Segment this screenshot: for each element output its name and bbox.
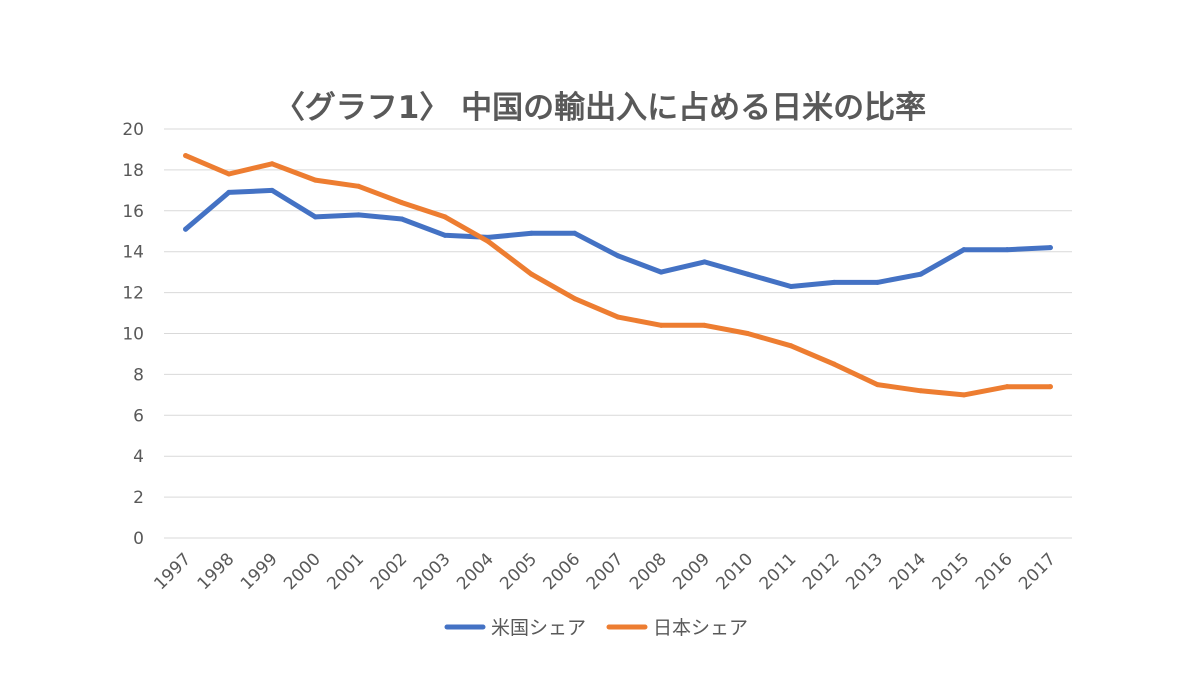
data-point [442,214,448,220]
y-tick-label: 4 [133,447,144,467]
x-tick-label: 1997 [150,549,195,594]
data-point [183,153,189,159]
data-point [961,392,967,398]
y-tick-label: 0 [133,529,144,549]
chart-title: 〈グラフ1〉 中国の輸出入に占める日米の比率 [274,90,926,126]
x-tick-label: 2010 [713,549,758,594]
data-point [658,322,664,328]
data-point [874,279,880,285]
y-tick-label: 6 [133,406,144,426]
y-tick-label: 2 [133,488,144,508]
data-point [399,216,405,222]
x-tick-label: 2005 [496,549,541,594]
data-point [701,259,707,265]
data-point [312,177,318,183]
data-point [745,271,751,277]
data-point [226,189,232,195]
data-point [226,171,232,177]
data-point [485,238,491,244]
data-point [874,382,880,388]
data-point [1004,247,1010,253]
data-point [961,247,967,253]
data-point [312,214,318,220]
x-tick-label: 2009 [669,549,714,594]
y-axis-ticks: 0 2 4 6 8 10 12 14 16 18 20 [122,120,144,549]
data-point [918,271,924,277]
legend: 米国シェア 日本シェア [444,617,748,639]
x-tick-label: 2016 [972,549,1017,594]
data-point [269,187,275,193]
x-tick-label: 2007 [583,549,628,594]
y-tick-label: 16 [122,202,144,222]
data-point [918,388,924,394]
data-point [831,361,837,367]
data-point [615,253,621,259]
x-tick-label: 2012 [799,549,844,594]
x-tick-label: 2002 [367,549,412,594]
data-point [745,331,751,336]
data-point [572,296,578,302]
x-tick-label: 2008 [626,549,671,594]
x-tick-label: 1998 [194,549,239,594]
x-tick-label: 2000 [280,549,325,594]
series-lines [183,153,1053,398]
legend-label-0: 米国シェア [491,617,586,639]
y-tick-label: 12 [122,284,144,304]
x-tick-label: 2017 [1015,549,1060,594]
x-tick-label: 2013 [842,549,887,594]
y-tick-label: 18 [122,161,144,181]
data-point [442,232,448,238]
x-tick-label: 2015 [929,549,974,594]
x-tick-label: 2014 [885,549,930,594]
x-tick-label: 2001 [323,549,368,594]
x-tick-label: 2011 [756,549,801,594]
x-tick-label: 2004 [453,549,498,594]
data-point [399,200,405,206]
y-tick-label: 20 [122,120,144,140]
data-point [1047,245,1053,251]
data-point [269,161,275,167]
legend-label-1: 日本シェア [653,617,748,639]
data-point [831,279,837,285]
data-point [356,212,362,218]
data-point [356,183,362,189]
data-point [1047,384,1053,390]
data-point [529,230,535,236]
gridlines [164,128,1072,539]
y-tick-label: 8 [133,365,144,385]
data-point [183,226,189,232]
data-point [788,343,794,349]
y-tick-label: 10 [122,325,144,345]
data-point [615,314,621,320]
data-point [701,322,707,328]
data-point [788,283,794,289]
x-tick-label: 1999 [237,549,282,594]
x-tick-label: 2003 [410,549,455,594]
data-point [658,269,664,275]
data-point [572,230,578,236]
y-tick-label: 14 [122,243,144,263]
x-axis-ticks: 1997199819992000200120022003200420052006… [150,549,1059,594]
data-point [529,271,535,277]
x-tick-label: 2006 [540,549,585,594]
data-point [1004,384,1010,390]
